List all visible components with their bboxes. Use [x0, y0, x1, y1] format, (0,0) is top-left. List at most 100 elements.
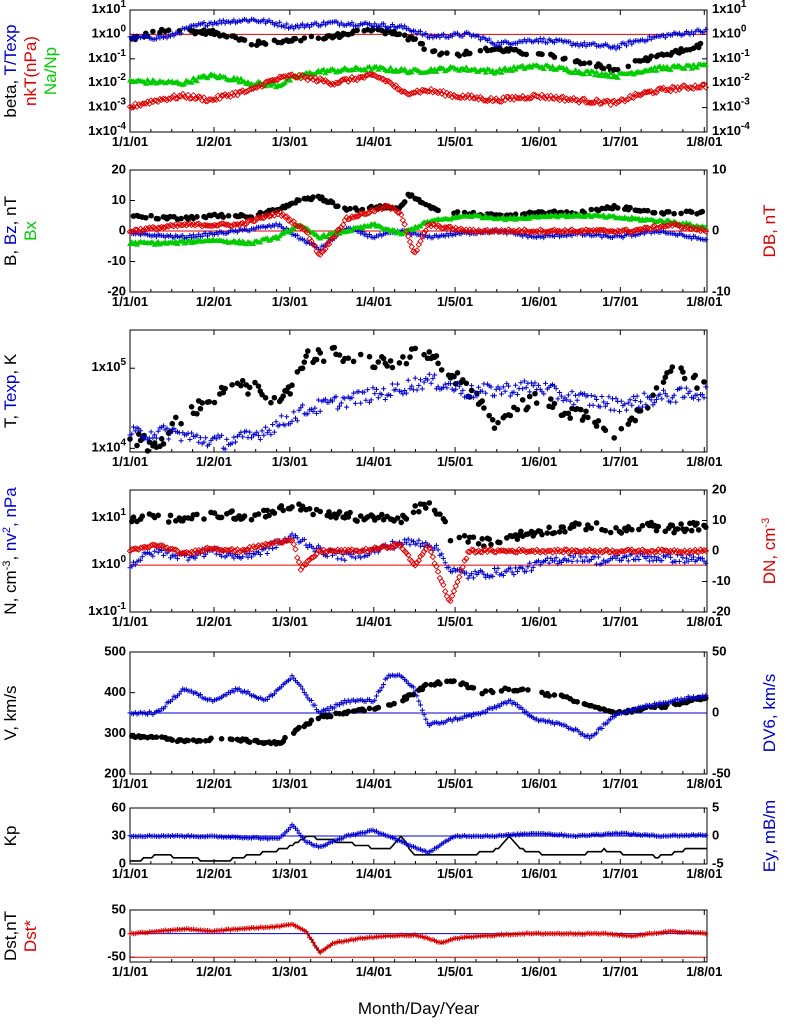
data-point: [292, 35, 299, 42]
data-point: [625, 228, 632, 235]
x-tick-label: 1/1/01: [112, 294, 148, 309]
data-point: [461, 94, 468, 102]
y-tick-label: 200: [104, 765, 126, 780]
data-point: [294, 827, 300, 833]
data-point: [671, 392, 677, 398]
y2-tick-label: 1x100: [712, 24, 747, 41]
data-point: [662, 547, 669, 554]
data-point: [128, 546, 136, 553]
data-point: [546, 693, 552, 699]
data-point: [299, 365, 306, 372]
data-point: [249, 435, 254, 441]
data-point: [378, 205, 386, 213]
y-axis-label-3: Na/Np: [41, 47, 60, 95]
data-point: [458, 391, 464, 397]
data-point: [499, 391, 504, 397]
data-point: [387, 64, 394, 70]
x-tick-label: 1/7/01: [602, 294, 638, 309]
data-point: [350, 358, 357, 365]
y2-tick-label: -20: [712, 603, 731, 618]
panel-B: 1/1/01 1/2/01 1/3/01 1/4/01 1/5/01 1/6/01 1/7/…: [1, 161, 779, 309]
data-point: [354, 207, 360, 213]
data-point: [257, 552, 263, 557]
data-point: [523, 385, 529, 391]
data-point: [519, 397, 526, 403]
data-point: [479, 398, 486, 404]
data-point: [173, 553, 179, 558]
data-point: [296, 407, 302, 413]
data-point: [701, 379, 707, 385]
data-point: [380, 75, 387, 83]
data-point: [578, 406, 584, 413]
data-point: [333, 394, 339, 400]
data-point: [224, 436, 230, 442]
data-point: [332, 231, 340, 238]
data-point: [586, 546, 593, 553]
data-point: [174, 222, 181, 230]
data-point: [647, 547, 655, 555]
data-point: [415, 557, 423, 564]
data-point: [650, 392, 656, 399]
data-point: [468, 546, 475, 553]
data-point: [419, 707, 425, 713]
data-point: [175, 556, 180, 562]
data-point: [565, 557, 571, 563]
data-point: [490, 573, 496, 579]
data-point: [303, 692, 309, 698]
data-point: [671, 210, 677, 217]
data-point: [225, 213, 232, 219]
data-point: [350, 67, 357, 72]
data-point: [299, 563, 306, 571]
data-point: [525, 564, 531, 570]
data-point: [220, 214, 227, 220]
data-point: [509, 67, 516, 73]
data-point: [479, 388, 485, 394]
data-point: [166, 436, 172, 442]
data-point: [270, 422, 276, 427]
data-point: [467, 394, 473, 400]
data-point: [337, 403, 342, 409]
data-point: [326, 707, 332, 713]
data-point: [668, 399, 674, 405]
data-point: [336, 226, 343, 233]
data-point: [256, 433, 261, 439]
data-point: [667, 66, 674, 72]
data-point: [366, 353, 373, 360]
data-point: [187, 437, 193, 442]
data-point: [546, 524, 552, 531]
data-point: [162, 704, 168, 710]
data-point: [651, 89, 658, 96]
data-point: [167, 512, 174, 519]
data-point: [375, 66, 382, 72]
data-point: [691, 31, 696, 37]
data-point: [169, 697, 175, 703]
data-point: [385, 203, 393, 210]
data-point: [289, 418, 295, 424]
data-point: [168, 430, 173, 436]
x-tick-label: 1/4/01: [356, 614, 392, 629]
data-point: [375, 359, 382, 365]
data-point: [420, 548, 428, 555]
x-tick-label: 1/6/01: [521, 134, 557, 149]
data-point: [426, 544, 433, 552]
data-point: [589, 99, 597, 107]
data-point: [322, 396, 328, 402]
data-point: [448, 592, 456, 600]
data-point: [553, 555, 559, 561]
data-point: [313, 356, 320, 363]
data-point: [144, 448, 151, 454]
data-point: [351, 390, 357, 396]
data-point: [157, 708, 163, 714]
data-point: [278, 413, 284, 419]
y-axis-label: T, Texp, K: [1, 353, 20, 428]
data-point: [278, 212, 285, 219]
data-point: [507, 393, 513, 399]
data-point: [440, 87, 447, 95]
y2-tick-label: 1x101: [712, 0, 747, 16]
data-point: [660, 379, 667, 386]
data-point: [132, 36, 138, 42]
data-point: [523, 709, 529, 715]
data-point: [519, 92, 526, 100]
y-tick-label: 1x10-1: [88, 601, 126, 618]
data-point: [454, 209, 461, 215]
